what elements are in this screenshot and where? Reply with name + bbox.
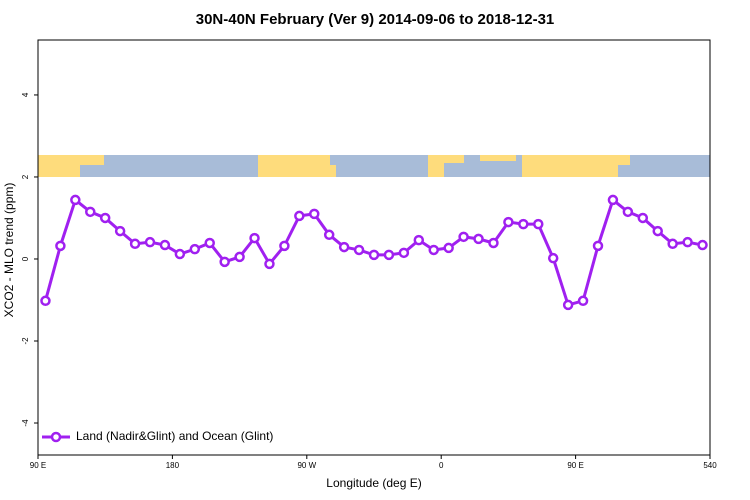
data-point (368, 249, 380, 261)
chart-title: 30N-40N February (Ver 9) 2014-09-06 to 2… (196, 11, 555, 28)
data-point (383, 249, 395, 261)
data-point (323, 229, 335, 241)
data-point (294, 210, 305, 222)
data-point (55, 240, 66, 252)
data-point (473, 233, 484, 245)
x-tick-label: 90 W (297, 461, 316, 470)
data-point (40, 295, 51, 307)
data-point (279, 240, 290, 252)
data-point (697, 239, 708, 251)
x-axis-label: Longitude (deg E) (326, 476, 421, 490)
data-point (264, 258, 275, 270)
data-point (667, 238, 678, 250)
data-point (114, 225, 126, 237)
data-point (533, 218, 544, 230)
legend-label: Land (Nadir&Glint) and Ocean (Glint) (76, 429, 273, 443)
plot-frame (37, 39, 711, 456)
data-point (518, 218, 529, 230)
y-tick-label: 0 (21, 256, 30, 261)
data-point (309, 208, 320, 220)
map-strip (38, 155, 710, 177)
x-tick-label: 90 E (567, 461, 583, 470)
data-point (428, 244, 439, 256)
data-point (189, 243, 201, 255)
x-tick-label: 180 (166, 461, 180, 470)
data-point (249, 232, 260, 244)
x-tick-label: 0 (439, 461, 444, 470)
data-point (413, 234, 425, 246)
data-point (204, 237, 215, 249)
data-point (234, 251, 245, 263)
data-point (592, 240, 604, 252)
data-point (85, 206, 96, 218)
y-tick-label: 4 (21, 92, 30, 97)
y-tick-label: -2 (21, 337, 30, 345)
data-point (637, 212, 649, 224)
data-point (338, 241, 350, 253)
data-point (458, 231, 469, 243)
data-point (607, 194, 619, 206)
data-point (443, 242, 454, 254)
data-point (144, 236, 156, 248)
data-point (129, 238, 141, 250)
y-axis-label: XCO2 - MLO trend (ppm) (2, 183, 16, 318)
x-tick-label: 90 E (30, 461, 46, 470)
data-point (622, 206, 634, 218)
y-tick-label: 2 (21, 174, 30, 179)
data-point (503, 216, 514, 228)
data-point (70, 194, 81, 206)
data-point (99, 212, 111, 224)
data-point (174, 248, 186, 260)
data-point (652, 225, 663, 237)
data-point (398, 247, 410, 259)
data-point (159, 239, 171, 251)
data-point (219, 256, 230, 268)
data-point (682, 236, 693, 248)
data-point (488, 237, 499, 249)
y-tick-label: -4 (21, 419, 30, 427)
legend-marker (50, 431, 62, 443)
data-point (577, 295, 589, 307)
x-tick-label: 540 (703, 461, 717, 470)
data-point (562, 299, 574, 311)
data-point (547, 252, 559, 264)
data-point (353, 244, 365, 256)
